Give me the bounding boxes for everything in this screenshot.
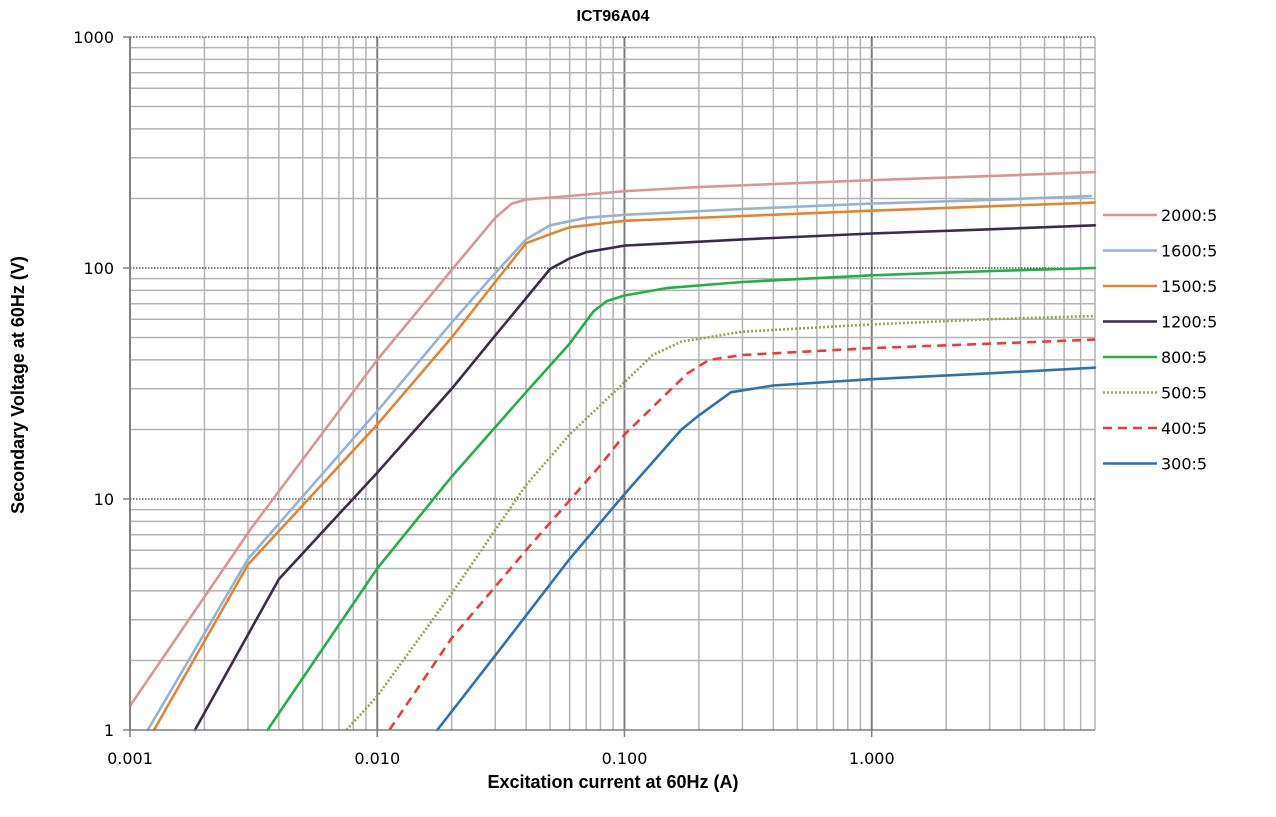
legend-label: 400:5 xyxy=(1161,419,1207,438)
series-line-1200-5 xyxy=(193,224,1097,732)
legend-label: 300:5 xyxy=(1161,455,1207,474)
chart-title: ICT96A04 xyxy=(577,8,650,25)
legend-label: 2000:5 xyxy=(1161,206,1217,225)
series-line-800-5 xyxy=(266,266,1097,732)
series-line-300-5 xyxy=(436,366,1097,732)
x-tick-label: 0.100 xyxy=(602,749,648,768)
series-line-2000-5 xyxy=(128,170,1097,708)
series-line-1500-5 xyxy=(152,201,1097,732)
grid xyxy=(129,36,1096,731)
x-axis-title: Excitation current at 60Hz (A) xyxy=(487,772,738,792)
x-tick-label: 1.000 xyxy=(849,749,895,768)
series-group xyxy=(128,170,1097,732)
x-tick-label: 0.001 xyxy=(107,749,153,768)
legend-label: 500:5 xyxy=(1161,384,1207,403)
legend-label: 1600:5 xyxy=(1161,242,1217,261)
axes: 1 10 100 1000 0.001 0.010 0.100 1.000 xyxy=(73,28,1095,768)
y-axis-title: Secondary Voltage at 60Hz (V) xyxy=(8,256,28,514)
y-tick-label: 1 xyxy=(104,721,114,740)
series-line-500-5 xyxy=(345,314,1096,731)
y-tick-label: 10 xyxy=(94,490,114,509)
legend-label: 800:5 xyxy=(1161,348,1207,367)
series-line-1600-5 xyxy=(146,194,1093,732)
y-tick-label: 100 xyxy=(83,259,114,278)
legend-label: 1200:5 xyxy=(1161,313,1217,332)
x-tick-label: 0.010 xyxy=(354,749,400,768)
y-tick-label: 1000 xyxy=(73,28,114,47)
series-line-400-5 xyxy=(388,338,1096,731)
legend: 2000:5 1600:5 1500:5 1200:5 800:5 500:5 400:5 3… xyxy=(1103,206,1217,474)
legend-label: 1500:5 xyxy=(1161,277,1217,296)
